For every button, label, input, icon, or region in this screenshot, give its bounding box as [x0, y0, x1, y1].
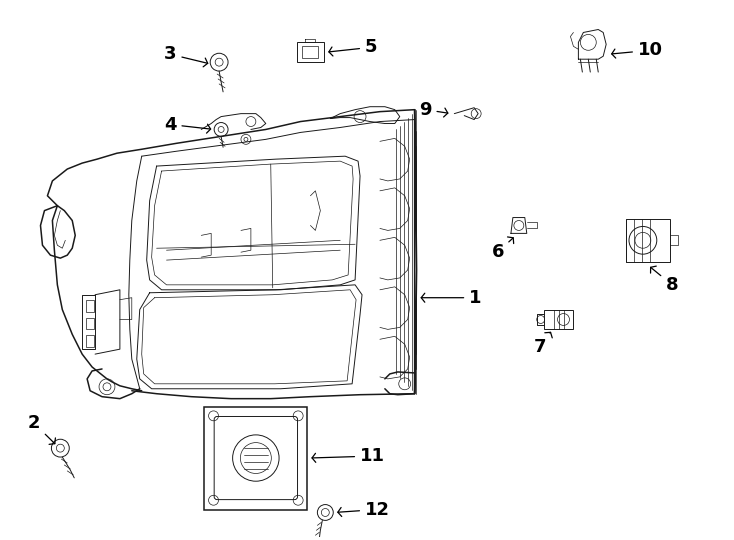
Text: 7: 7 [534, 332, 552, 356]
Bar [86, 318, 94, 329]
Bar [297, 42, 324, 62]
Text: 2: 2 [28, 414, 55, 444]
Text: 4: 4 [164, 116, 211, 133]
Text: 8: 8 [650, 266, 678, 294]
Bar [86, 335, 94, 347]
Text: 1: 1 [421, 289, 482, 307]
Text: 6: 6 [492, 237, 514, 261]
Text: 11: 11 [312, 447, 385, 465]
Text: 9: 9 [419, 100, 448, 119]
Text: 3: 3 [164, 45, 208, 67]
Bar [86, 300, 94, 312]
Bar [204, 407, 308, 510]
Bar [544, 309, 573, 329]
Text: 12: 12 [338, 501, 390, 518]
Text: 10: 10 [611, 41, 663, 59]
Text: 5: 5 [329, 38, 377, 56]
Bar [626, 219, 669, 262]
Bar [302, 46, 319, 58]
